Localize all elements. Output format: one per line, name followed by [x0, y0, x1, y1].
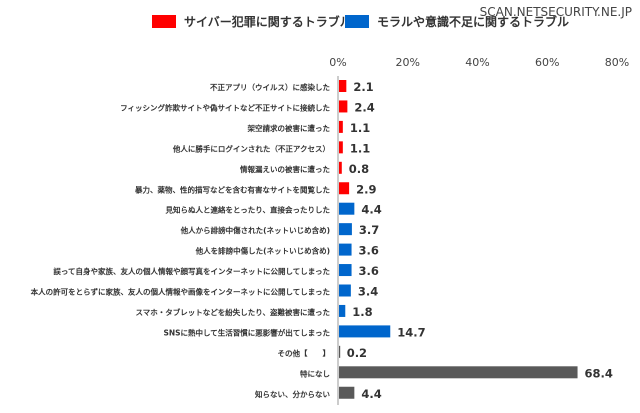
category-label: SNSに熱中して生活習慣に悪影響が出てしまった: [163, 327, 330, 337]
category-label: フィッシング詐欺サイトや偽サイトなど不正サイトに接続した: [120, 102, 330, 112]
bar: [339, 161, 342, 174]
category-label: スマホ・タブレットなどを紛失したり、盗難被害に遭った: [136, 307, 330, 317]
bar: [339, 325, 391, 338]
bar: [339, 284, 351, 297]
bar: [339, 223, 352, 236]
legend-swatch: [152, 15, 176, 28]
category-label: 他人から誹謗中傷された(ネットいじめ含め): [180, 225, 330, 235]
category-label: 本人の許可をとらずに家族、友人の個人情報や画像をインターネットに公開してしまった: [30, 287, 330, 297]
data-label: 4.4: [361, 203, 381, 217]
data-label: 2.9: [356, 182, 376, 196]
tick-label: 20%: [396, 56, 420, 69]
data-label: 1.1: [350, 121, 370, 135]
category-label: 他人を誹謗中傷した(ネットいじめ含め): [195, 246, 330, 256]
bar: [339, 366, 578, 379]
legend-label: モラルや意識不足に関するトラブル: [377, 14, 569, 29]
bar: [339, 141, 343, 154]
data-label: 1.1: [350, 141, 370, 155]
tick-label: 60%: [535, 56, 559, 69]
data-label: 0.2: [347, 346, 367, 360]
data-label: 68.4: [585, 366, 613, 380]
category-label: 不正アプリ（ウイルス）に感染した: [210, 82, 330, 92]
tick-label: 40%: [465, 56, 489, 69]
bar: [339, 386, 355, 399]
category-label: 誤って自身や家族、友人の個人情報や顔写真をインターネットに公開してしまった: [53, 266, 330, 276]
legend-label: サイバー犯罪に関するトラブル: [184, 14, 352, 29]
data-label: 14.7: [397, 325, 425, 339]
category-label: 特になし: [300, 368, 330, 378]
data-label: 2.1: [353, 80, 373, 94]
bar: [339, 100, 348, 113]
data-label: 3.7: [359, 223, 379, 237]
data-label: 3.4: [358, 285, 378, 299]
data-label: 4.4: [361, 387, 381, 401]
watermark: SCAN.NETSECURITY.NE.JP: [480, 5, 632, 19]
bar: [339, 80, 347, 92]
category-label: 見知らぬ人と連絡をとったり、直接会ったりした: [165, 205, 330, 215]
data-label: 0.8: [349, 162, 369, 176]
legend-swatch: [345, 15, 369, 28]
data-label: 2.4: [354, 100, 374, 114]
bar: [339, 182, 350, 195]
category-label: 架空請求の被害に遭った: [247, 123, 331, 133]
category-label: 情報漏えいの被害に遭った: [239, 164, 330, 174]
tick-label: 0%: [329, 56, 346, 69]
bar: [339, 243, 352, 256]
bar: [339, 202, 355, 215]
category-label: 知らない、分からない: [255, 389, 330, 399]
tick-label: 80%: [605, 56, 629, 69]
category-label: 他人に勝手にログインされた（不正アクセス）: [172, 143, 330, 153]
bar: [339, 304, 346, 317]
data-label: 3.6: [359, 264, 379, 278]
category-label: 暴力、薬物、性的描写などを含む有害なサイトを閲覧した: [134, 184, 330, 194]
bar: [339, 264, 352, 277]
bar: [339, 120, 343, 133]
data-label: 1.8: [352, 305, 372, 319]
category-label: その他【 】: [278, 348, 331, 358]
bar: [339, 345, 341, 358]
data-label: 3.6: [359, 244, 379, 258]
